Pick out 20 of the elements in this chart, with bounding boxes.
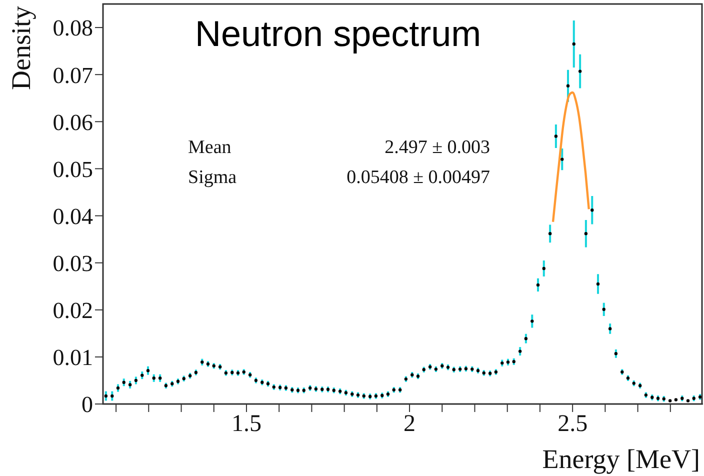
x-tick-label: 2.5 [558,411,588,438]
line-series [552,91,590,223]
y-tick-label: 0.05 [52,156,93,182]
y-tick-label: 0.07 [52,62,93,88]
annotation: 0.05408 ± 0.00497 [346,167,490,188]
y-tick-label: 0.03 [52,250,93,276]
x-tick-label: 1.5 [231,411,262,438]
x-tick-label: 2 [404,411,416,438]
y-tick-label: 0 [82,392,93,418]
annotation: Sigma [188,167,238,188]
y-axis-title: Density [6,6,36,90]
y-tick-label: 0.06 [52,110,93,135]
annotation: 2.497 ± 0.003 [384,137,490,158]
y-tick-label: 0.04 [52,204,94,229]
annotation: Mean [188,137,232,158]
y-tick-label: 0.01 [52,345,93,370]
x-axis-title: Energy [MeV] [542,444,700,474]
y-tick-label: 0.02 [52,298,93,324]
y-tick-label: 0.08 [52,16,93,41]
chart-title: Neutron spectrum [195,13,482,54]
